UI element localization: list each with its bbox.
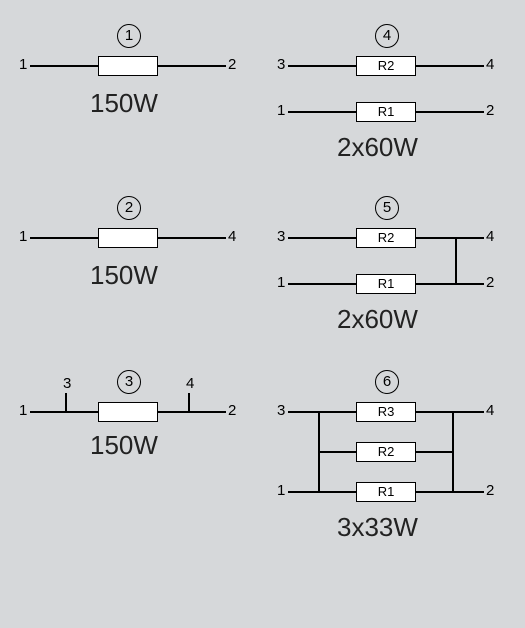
circuit-3-wattage: 150W [90,430,158,461]
circuit-3-wire-left [30,411,98,413]
circuit-5-pin-4: 4 [486,228,494,245]
circuit-6-wire-mid-right [416,451,454,453]
circuit-5-wire-bot-left [288,283,356,285]
circuit-3-pin-4: 4 [186,375,194,392]
circuit-3-resistor [98,402,158,422]
circuit-5-r1: R1 [356,274,416,294]
circuit-6-number: 6 [375,370,399,394]
circuit-5-wire-bot-right [416,283,484,285]
circuit-3-wire-right [158,411,226,413]
circuit-1-wire-left [30,65,98,67]
circuit-4-wire-top-right [416,65,484,67]
circuit-4-number: 4 [375,24,399,48]
circuit-6-wattage: 3x33W [337,512,418,543]
circuit-6-connector-left [318,411,320,493]
circuit-6-pin-4: 4 [486,402,494,419]
circuit-1-wattage: 150W [90,88,158,119]
circuit-4-wire-bot-left [288,111,356,113]
circuit-5-wire-top-left [288,237,356,239]
circuit-6-wire-top-left [288,411,356,413]
circuit-1-wire-right [158,65,226,67]
circuit-4-wire-top-left [288,65,356,67]
circuit-4-pin-4: 4 [486,56,494,73]
circuit-6-pin-1: 1 [277,482,285,499]
circuit-4-r1: R1 [356,102,416,122]
circuit-6-wire-bot-right [416,491,484,493]
circuit-6-connector-right [452,411,454,493]
circuit-6-r1: R1 [356,482,416,502]
circuit-2-wire-right [158,237,226,239]
circuit-5-pin-3: 3 [277,228,285,245]
circuit-6-pin-3: 3 [277,402,285,419]
circuit-5-wire-top-right [416,237,484,239]
circuit-6-r3: R3 [356,402,416,422]
circuit-1-number: 1 [117,24,141,48]
circuit-3-number: 3 [117,370,141,394]
circuit-2-number: 2 [117,196,141,220]
circuit-5-r2: R2 [356,228,416,248]
circuit-5-wattage: 2x60W [337,304,418,335]
circuit-4-wattage: 2x60W [337,132,418,163]
circuit-5-pin-2: 2 [486,274,494,291]
circuit-6-r2: R2 [356,442,416,462]
circuit-6-wire-top-right [416,411,484,413]
circuit-4-pin-2: 2 [486,102,494,119]
circuit-2-wire-left [30,237,98,239]
circuit-2-pin-left: 1 [19,228,27,245]
circuit-2-pin-right: 4 [228,228,236,245]
circuit-2-resistor [98,228,158,248]
circuit-6-pin-2: 2 [486,482,494,499]
circuit-5-pin-1: 1 [277,274,285,291]
circuit-2-wattage: 150W [90,260,158,291]
circuit-1-pin-right: 2 [228,56,236,73]
circuit-4-r2: R2 [356,56,416,76]
circuit-3-pin-3: 3 [63,375,71,392]
circuit-3-stub-3 [65,393,67,411]
circuit-4-wire-bot-right [416,111,484,113]
circuit-1-pin-left: 1 [19,56,27,73]
circuit-6-wire-bot-left [288,491,356,493]
circuit-5-connector [455,237,457,285]
circuit-4-pin-1: 1 [277,102,285,119]
diagram-canvas: 1 1 2 150W 2 1 4 150W 3 3 4 1 2 150W 4 3… [0,0,525,628]
circuit-6-wire-mid-left [318,451,356,453]
circuit-5-number: 5 [375,196,399,220]
circuit-3-pin-left: 1 [19,402,27,419]
circuit-3-stub-4 [188,393,190,411]
circuit-4-pin-3: 3 [277,56,285,73]
circuit-3-pin-right: 2 [228,402,236,419]
circuit-1-resistor [98,56,158,76]
